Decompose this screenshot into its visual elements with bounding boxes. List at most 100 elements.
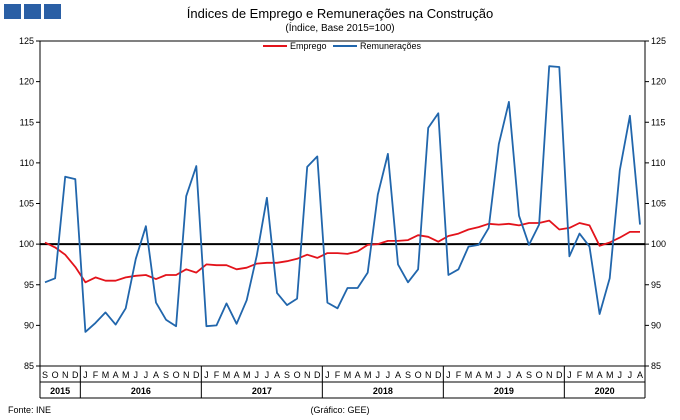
- month-label: J: [618, 370, 623, 380]
- logo: [4, 4, 61, 19]
- year-label: 2017: [252, 386, 272, 396]
- month-label: M: [465, 370, 473, 380]
- y-tick-label-left: 105: [19, 199, 34, 209]
- series-line-remuneracoes: [44, 65, 641, 333]
- month-label: J: [386, 370, 391, 380]
- y-tick-label-right: 100: [651, 239, 666, 249]
- month-label: M: [223, 370, 231, 380]
- month-label: N: [304, 370, 311, 380]
- month-label: S: [42, 370, 48, 380]
- month-label: O: [415, 370, 422, 380]
- month-label: J: [376, 370, 381, 380]
- month-label: S: [163, 370, 169, 380]
- month-label: M: [586, 370, 594, 380]
- chart-subtitle: (Índice, Base 2015=100): [285, 21, 394, 34]
- month-label: J: [204, 370, 209, 380]
- logo-square: [24, 4, 41, 19]
- y-tick-label-left: 125: [19, 36, 34, 46]
- month-label: J: [497, 370, 502, 380]
- month-label: F: [456, 370, 462, 380]
- year-label: 2019: [494, 386, 514, 396]
- month-label: D: [72, 370, 79, 380]
- series-lines: [44, 65, 641, 333]
- y-tick-label-left: 120: [19, 77, 34, 87]
- month-label: J: [628, 370, 633, 380]
- month-label: M: [344, 370, 352, 380]
- month-label: J: [83, 370, 88, 380]
- month-label: D: [314, 370, 321, 380]
- month-label: M: [364, 370, 372, 380]
- chart-title: Índices de Emprego e Remunerações na Con…: [187, 6, 493, 21]
- month-label: D: [556, 370, 563, 380]
- series-line-emprego: [44, 219, 640, 284]
- y-tick-label-right: 95: [651, 280, 661, 290]
- y-tick-label-left: 90: [24, 320, 34, 330]
- month-label: M: [243, 370, 251, 380]
- year-label: 2016: [131, 386, 151, 396]
- month-label: A: [113, 370, 119, 380]
- month-label: A: [234, 370, 240, 380]
- y-axis-right: 85 90 95 100 105 110 115 120 125: [645, 36, 666, 371]
- plot-frame: [39, 40, 646, 367]
- month-label: J: [265, 370, 270, 380]
- y-tick-label-right: 110: [651, 158, 665, 168]
- month-label: M: [485, 370, 493, 380]
- month-label: N: [183, 370, 190, 380]
- y-tick-label-left: 95: [24, 280, 34, 290]
- month-label: J: [446, 370, 451, 380]
- y-tick-label-left: 85: [24, 361, 34, 371]
- month-label: A: [395, 370, 401, 380]
- month-label: J: [325, 370, 330, 380]
- month-label: A: [274, 370, 280, 380]
- month-label: J: [134, 370, 139, 380]
- y-tick-label-left: 110: [20, 158, 34, 168]
- month-label: F: [93, 370, 99, 380]
- month-label: D: [435, 370, 442, 380]
- y-tick-label-right: 115: [651, 117, 665, 127]
- legend: Emprego Remunerações: [263, 41, 422, 51]
- legend-label-emprego: Emprego: [290, 41, 327, 51]
- month-label: A: [637, 370, 643, 380]
- month-label: J: [144, 370, 149, 380]
- y-tick-label-right: 125: [651, 36, 666, 46]
- month-label: N: [62, 370, 69, 380]
- month-label: A: [153, 370, 159, 380]
- month-label: N: [546, 370, 553, 380]
- y-tick-label-right: 90: [651, 320, 661, 330]
- source-note: Fonte: INE: [8, 405, 51, 415]
- month-label: J: [255, 370, 260, 380]
- month-label: O: [52, 370, 59, 380]
- month-label: F: [214, 370, 220, 380]
- month-label: M: [122, 370, 130, 380]
- month-label: J: [507, 370, 512, 380]
- credit-note: (Gráfico: GEE): [310, 405, 369, 415]
- y-tick-label-left: 115: [20, 117, 34, 127]
- month-label: A: [355, 370, 361, 380]
- year-label: 2015: [50, 386, 70, 396]
- month-label: N: [425, 370, 432, 380]
- month-label: F: [577, 370, 583, 380]
- month-label: O: [173, 370, 180, 380]
- year-label: 2020: [595, 386, 615, 396]
- y-tick-label-right: 85: [651, 361, 661, 371]
- logo-square: [4, 4, 21, 19]
- month-label: S: [526, 370, 532, 380]
- y-tick-label-right: 120: [651, 77, 666, 87]
- month-label: S: [405, 370, 411, 380]
- legend-label-remuneracoes: Remunerações: [360, 41, 422, 51]
- month-label: J: [567, 370, 572, 380]
- month-label: M: [102, 370, 110, 380]
- month-label: S: [284, 370, 290, 380]
- month-label: O: [294, 370, 301, 380]
- month-label: A: [476, 370, 482, 380]
- month-label: M: [606, 370, 614, 380]
- month-label: A: [516, 370, 522, 380]
- y-tick-label-left: 100: [19, 239, 34, 249]
- month-label: F: [335, 370, 341, 380]
- month-label: O: [536, 370, 543, 380]
- logo-square: [44, 4, 61, 19]
- month-label: D: [193, 370, 200, 380]
- y-tick-label-right: 105: [651, 199, 666, 209]
